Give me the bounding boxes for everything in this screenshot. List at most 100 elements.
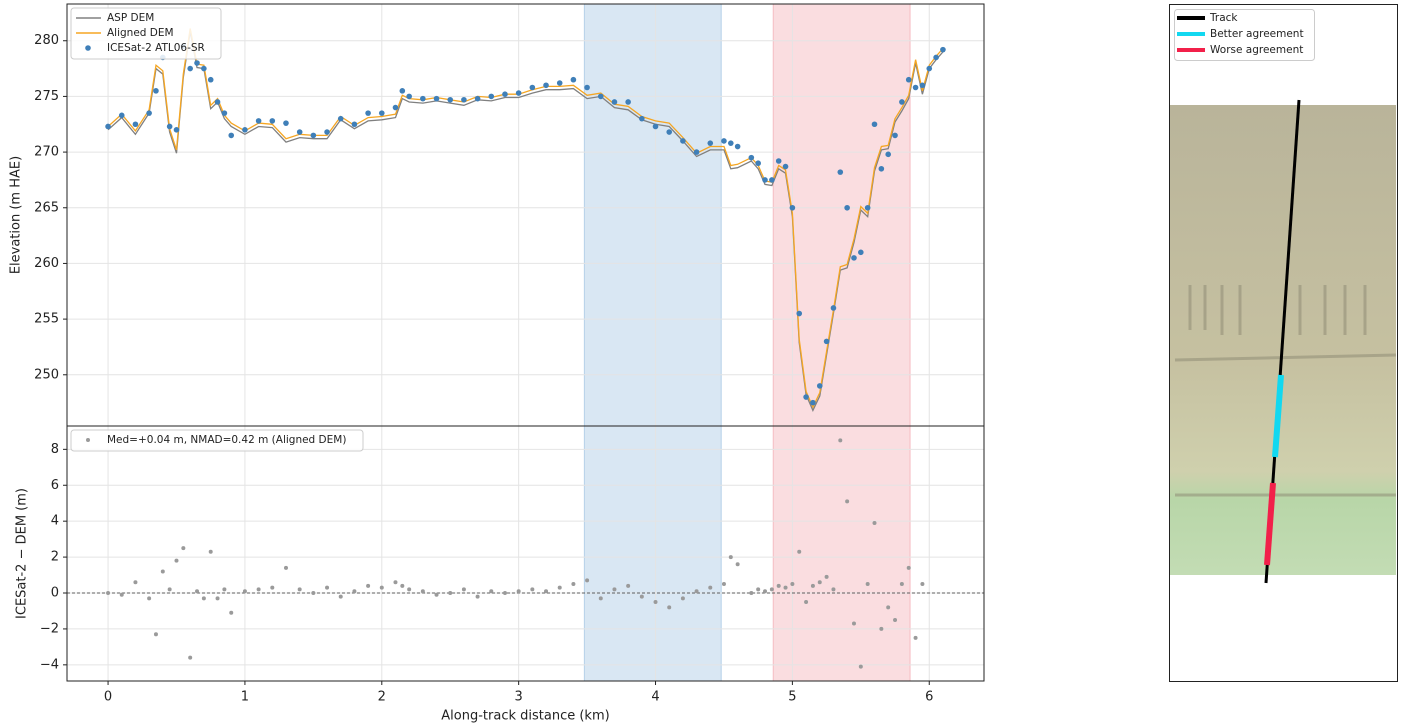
data-point: [570, 76, 577, 83]
data-point: [597, 93, 604, 100]
data-point: [400, 583, 405, 588]
y-axis-label: ICESat-2 − DEM (m): [15, 488, 30, 619]
data-point: [831, 587, 836, 592]
chart-panel: −4 −2 0 2 4 6 8 0 1 2 3 4 5 6 ICESat-2 − DEM (m) Along-…: [15, 425, 985, 724]
map-legend-label: Track: [1209, 12, 1238, 24]
data-point: [434, 592, 439, 597]
data-point: [433, 95, 440, 102]
x-tick-label: 3: [515, 690, 523, 705]
data-point: [755, 160, 761, 167]
data-point: [166, 123, 173, 130]
data-point: [625, 99, 631, 105]
x-tick-label: 5: [788, 690, 796, 705]
x-tick-label: 2: [378, 690, 386, 705]
data-point: [133, 580, 138, 585]
data-point: [667, 605, 672, 610]
data-point: [475, 594, 480, 599]
data-point: [516, 589, 521, 594]
x-tick-label: 1: [241, 690, 249, 705]
legend-label: Aligned DEM: [107, 27, 174, 39]
data-point: [311, 591, 316, 596]
data-point: [913, 635, 918, 640]
data-point: [858, 664, 863, 669]
data-point: [735, 562, 740, 567]
data-point: [626, 583, 631, 588]
x-tick-label: 0: [104, 690, 112, 705]
data-point: [296, 129, 303, 135]
y-axis-label: Elevation (m HAE): [9, 156, 24, 274]
data-point: [639, 115, 645, 122]
data-point: [160, 569, 165, 574]
legend-swatch: [86, 438, 90, 442]
legend-box: [70, 7, 222, 60]
data-point: [858, 249, 864, 256]
data-point: [762, 177, 768, 183]
data-point: [708, 585, 713, 590]
data-point: [489, 589, 494, 594]
y-tick-label: 0: [51, 586, 59, 601]
data-point: [926, 65, 933, 72]
data-point: [406, 93, 412, 100]
data-point: [310, 132, 317, 139]
data-point: [727, 140, 734, 146]
data-point: [804, 599, 809, 604]
data-point: [530, 587, 535, 592]
data-point: [215, 596, 220, 601]
data-point: [105, 123, 111, 130]
y-tick-label: 4: [51, 514, 59, 529]
data-point: [782, 163, 789, 170]
data-point: [571, 582, 576, 587]
data-point: [823, 338, 830, 345]
data-point: [871, 121, 878, 128]
y-tick-label: 8: [51, 442, 59, 457]
data-point: [920, 582, 925, 587]
data-point: [749, 591, 754, 596]
map-legend-label: Worse agreement: [1210, 44, 1303, 56]
data-point: [337, 115, 344, 122]
data-point: [502, 91, 508, 97]
data-point: [598, 596, 603, 601]
data-point: [756, 587, 761, 592]
data-point: [906, 565, 911, 570]
data-point: [769, 177, 775, 183]
data-point: [652, 123, 659, 130]
y-tick-label: 275: [34, 89, 59, 104]
data-point: [885, 151, 891, 158]
map-legend-entries: Track Better agreement Worse agreement: [1177, 12, 1304, 56]
data-point: [283, 120, 289, 126]
data-point: [844, 204, 850, 211]
data-point: [195, 589, 200, 594]
data-point: [810, 399, 816, 406]
chart-panel: 250 255 260 265 270 275 280 Elevation (m HAE) AS…: [9, 3, 985, 430]
data-point: [838, 438, 843, 443]
data-point: [721, 138, 727, 144]
data-point: [783, 585, 788, 590]
shaded-span: [772, 3, 911, 427]
data-point: [352, 589, 357, 594]
data-point: [132, 121, 139, 128]
data-point: [769, 587, 774, 592]
legend-label: Med=+0.04 m, NMAD=0.42 m (Aligned DEM): [107, 434, 346, 446]
data-point: [721, 582, 726, 587]
data-point: [194, 60, 200, 66]
data-point: [789, 204, 796, 211]
data-point: [228, 132, 235, 139]
x-tick-label: 6: [925, 690, 933, 705]
data-point: [797, 549, 802, 554]
series-line: [107, 31, 944, 412]
data-point: [734, 143, 741, 150]
data-point: [147, 596, 152, 601]
data-point: [256, 587, 261, 592]
data-point: [201, 65, 207, 72]
data-point: [763, 589, 768, 594]
y-tick-label: 250: [34, 367, 59, 382]
data-point: [557, 585, 562, 590]
data-point: [214, 99, 221, 105]
data-point: [393, 580, 398, 585]
data-point: [379, 585, 384, 590]
data-point: [556, 80, 563, 86]
data-point: [940, 46, 946, 53]
x-axis-label: Along-track distance (km): [441, 709, 609, 724]
data-point: [221, 110, 228, 116]
data-point: [919, 82, 926, 89]
